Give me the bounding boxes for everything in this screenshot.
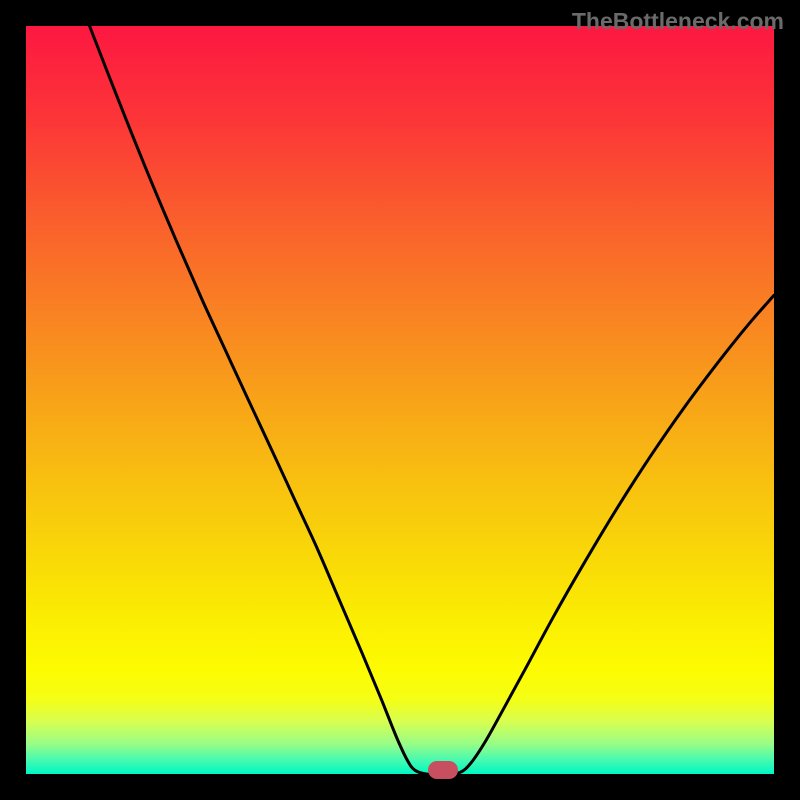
bottleneck-curve xyxy=(90,26,774,774)
watermark-text: TheBottleneck.com xyxy=(572,8,784,35)
min-marker xyxy=(428,761,458,779)
curve-layer xyxy=(26,26,774,774)
chart-frame: TheBottleneck.com xyxy=(0,0,800,800)
